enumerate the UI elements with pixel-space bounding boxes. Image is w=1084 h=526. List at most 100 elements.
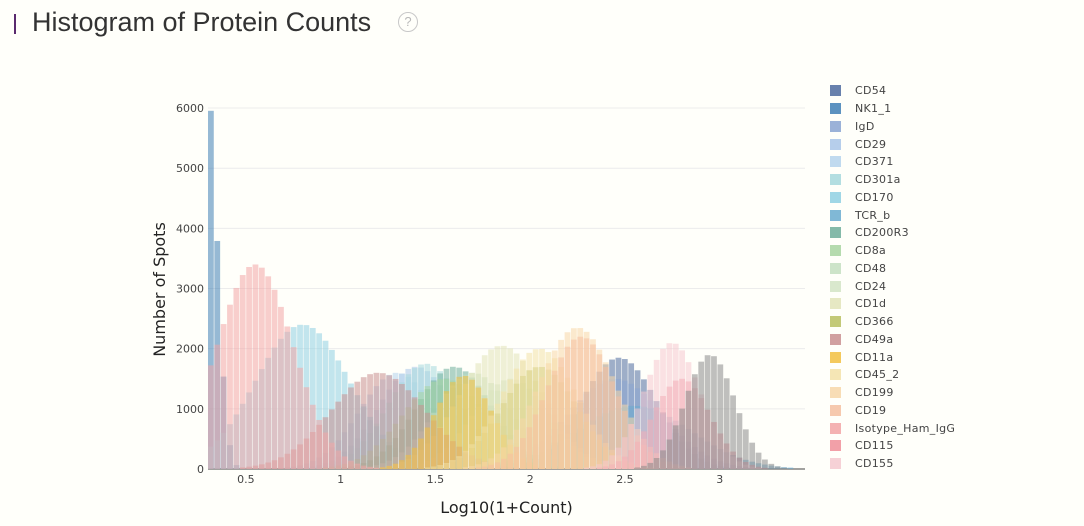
legend-label: CD115	[855, 439, 894, 453]
histogram-bar	[596, 354, 603, 469]
histogram-bar	[691, 374, 698, 469]
histogram-bar	[628, 424, 635, 469]
page-header: Histogram of Protein Counts ?	[0, 0, 1084, 50]
histogram-bar	[208, 365, 214, 469]
histogram-bar	[456, 376, 463, 469]
histogram-bar	[469, 379, 475, 469]
legend-item[interactable]: NK1_1	[830, 100, 955, 118]
histogram-bar	[621, 437, 628, 469]
legend-swatch	[830, 280, 841, 292]
histogram-bar	[462, 375, 469, 469]
legend-item[interactable]: CD301a	[830, 171, 955, 189]
histogram-bar	[513, 368, 520, 469]
histogram-bar	[679, 408, 685, 469]
histogram-bar	[711, 356, 717, 469]
histogram-bar	[462, 450, 469, 469]
histogram-bar	[360, 465, 367, 469]
legend-item[interactable]: CD54	[830, 82, 955, 100]
legend-label: CD155	[855, 457, 894, 471]
legend-swatch	[830, 103, 841, 115]
histogram-bar	[653, 359, 660, 469]
histogram-bar	[360, 377, 367, 469]
histogram-bar	[660, 450, 666, 469]
legend-item[interactable]: CD29	[830, 135, 955, 153]
histogram-bar	[475, 464, 482, 469]
histogram-bar	[602, 460, 609, 469]
x-tick-label: 2	[527, 473, 534, 486]
legend-item[interactable]: CD8a	[830, 242, 955, 260]
histogram-bar	[309, 327, 316, 469]
legend-item[interactable]: CD170	[830, 189, 955, 207]
legend-swatch	[830, 245, 841, 257]
histogram-bar	[500, 458, 507, 469]
histogram-bar	[341, 456, 348, 469]
histogram-bar	[494, 453, 501, 469]
histogram-bar	[660, 348, 666, 469]
legend-item[interactable]: CD19	[830, 402, 955, 420]
legend-item[interactable]: IgD	[830, 118, 955, 136]
histogram-bar	[520, 438, 526, 469]
histogram-bar	[322, 340, 329, 469]
histogram-bar	[634, 408, 641, 469]
histogram-bar	[418, 438, 424, 469]
histogram-bar	[399, 384, 405, 469]
histogram-bar	[736, 413, 743, 469]
histogram-bar	[309, 404, 316, 469]
legend-swatch	[830, 85, 841, 97]
legend-item[interactable]: CD200R3	[830, 224, 955, 242]
histogram-bar	[424, 467, 431, 469]
histogram-bar	[596, 464, 603, 469]
histogram-bar	[208, 110, 214, 469]
histogram-bar	[774, 466, 781, 469]
histogram-bar	[570, 339, 577, 469]
histogram-bar	[297, 367, 303, 469]
histogram-bar	[328, 442, 335, 469]
histogram-bar	[475, 436, 482, 469]
legend-label: CD29	[855, 137, 887, 151]
histogram-bar	[424, 427, 431, 469]
y-tick-label: 2000	[176, 343, 204, 356]
legend-label: CD45_2	[855, 368, 900, 382]
histogram-bar	[488, 349, 494, 469]
histogram-bar	[405, 390, 412, 469]
legend-item[interactable]: CD199	[830, 384, 955, 402]
legend-item[interactable]: CD48	[830, 260, 955, 278]
histogram-bar	[641, 391, 647, 469]
legend-item[interactable]: CD115	[830, 437, 955, 455]
histogram-bar	[354, 463, 361, 469]
histogram-bar	[653, 457, 660, 469]
y-tick-label: 6000	[176, 102, 204, 115]
legend-item[interactable]: CD1d	[830, 295, 955, 313]
histogram-bar	[290, 347, 297, 469]
legend-item[interactable]: Isotype_Ham_IgG	[830, 419, 955, 437]
legend-item[interactable]: CD49a	[830, 331, 955, 349]
histogram-bar	[348, 387, 354, 469]
title-accent-bar	[14, 14, 16, 34]
histogram-bar	[564, 346, 571, 469]
legend-item[interactable]: CD11a	[830, 348, 955, 366]
histogram-bar	[641, 465, 647, 469]
legend-item[interactable]: CD155	[830, 455, 955, 473]
legend-label: NK1_1	[855, 102, 892, 116]
histogram-bar	[647, 374, 654, 469]
histogram-bar	[411, 447, 418, 469]
histogram-bar	[488, 458, 494, 469]
legend-item[interactable]: CD371	[830, 153, 955, 171]
legend-item[interactable]: TCR_b	[830, 206, 955, 224]
question-circle-icon[interactable]: ?	[398, 12, 418, 32]
legend-swatch	[830, 262, 841, 274]
histogram-bar	[418, 404, 424, 469]
histogram-bar	[672, 425, 679, 469]
legend-item[interactable]: CD24	[830, 277, 955, 295]
histogram-bar	[214, 344, 221, 469]
legend-label: CD1d	[855, 297, 887, 311]
histogram-bar	[755, 452, 762, 469]
legend-item[interactable]: CD366	[830, 313, 955, 331]
legend-label: CD366	[855, 315, 894, 329]
y-tick-label: 4000	[176, 222, 204, 235]
histogram-bar	[520, 359, 526, 469]
legend-item[interactable]: CD45_2	[830, 366, 955, 384]
legend-label: CD54	[855, 84, 887, 98]
histogram-bar	[609, 455, 615, 469]
histogram-bar	[469, 444, 475, 469]
